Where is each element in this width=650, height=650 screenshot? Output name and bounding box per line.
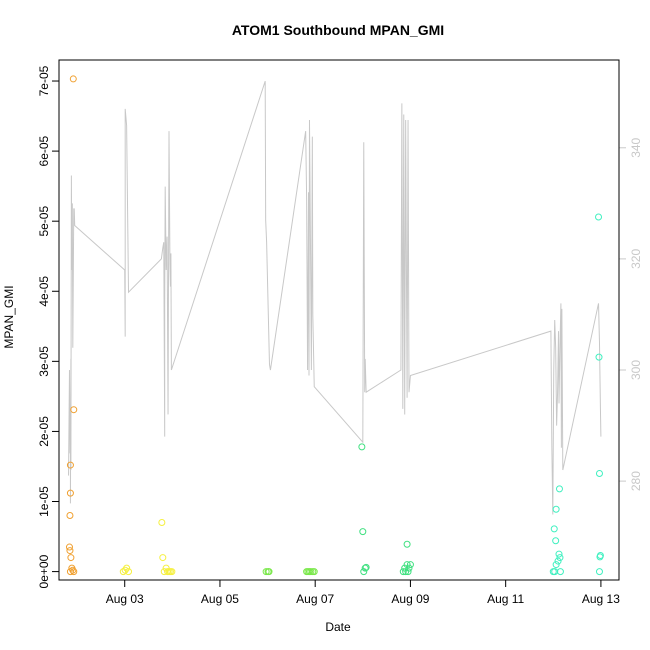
y-axis-label: MPAN_GMI (2, 285, 16, 348)
data-point (550, 525, 558, 533)
y-tick-label: 5e-05 (37, 206, 51, 237)
right-tick-label: 320 (629, 249, 643, 269)
data-point (69, 75, 77, 83)
data-point (168, 568, 176, 576)
data-point (554, 557, 562, 565)
data-point (555, 485, 563, 493)
data-point (595, 213, 603, 221)
data-point (595, 469, 603, 477)
x-tick-label: Aug 07 (296, 592, 334, 606)
data-point (265, 568, 273, 576)
data-point (596, 553, 604, 561)
data-point (125, 568, 133, 576)
data-point (362, 563, 370, 571)
y-tick-label: 7e-05 (37, 65, 51, 96)
data-point (310, 568, 318, 576)
x-tick-label: Aug 11 (487, 592, 524, 606)
y-tick-label: 4e-05 (37, 276, 51, 307)
data-point (70, 568, 78, 576)
x-tick-label: Aug 05 (201, 592, 239, 606)
data-point (262, 568, 270, 576)
scatter-series-group (65, 75, 604, 576)
data-point (404, 568, 412, 576)
right-tick-label: 340 (629, 137, 643, 157)
data-point (552, 537, 560, 545)
plot-frame (58, 59, 620, 581)
data-point (552, 561, 560, 569)
data-point (359, 528, 367, 536)
right-tick-label: 300 (629, 360, 643, 380)
data-point (595, 568, 603, 576)
data-point (358, 443, 366, 451)
x-tick-label: Aug 09 (391, 592, 429, 606)
data-point (123, 564, 131, 572)
data-point (159, 554, 167, 562)
data-point (552, 505, 560, 513)
y-tick-label: 1e-05 (37, 486, 51, 517)
y-tick-label: 0e+00 (37, 554, 51, 588)
right-tick-label: 280 (629, 471, 643, 491)
y-tick-label: 3e-05 (37, 346, 51, 377)
data-point (406, 561, 414, 569)
data-point (361, 564, 369, 572)
data-point (403, 561, 411, 569)
data-point (399, 568, 407, 576)
data-point (66, 489, 74, 497)
data-point (65, 543, 73, 551)
x-axis-label: Date (325, 620, 351, 634)
data-point (555, 550, 563, 558)
line-series-path (68, 80, 602, 515)
y-tick-label: 6e-05 (37, 135, 51, 166)
data-point (70, 406, 78, 414)
data-point (66, 547, 74, 555)
chart-title: ATOM1 Southbound MPAN_GMI (232, 22, 444, 38)
y-tick-label: 2e-05 (37, 416, 51, 447)
data-point (403, 540, 411, 548)
data-point (121, 566, 129, 574)
data-point (66, 512, 74, 520)
data-point (158, 519, 166, 527)
data-point (595, 353, 603, 361)
x-tick-label: Aug 03 (106, 592, 144, 606)
data-point (556, 554, 564, 562)
data-point (69, 566, 77, 574)
data-point (67, 554, 75, 562)
data-point (556, 568, 564, 576)
data-point (405, 564, 413, 572)
data-point (307, 568, 315, 576)
data-point (66, 461, 74, 469)
line-series-group (68, 80, 602, 515)
x-tick-label: Aug 13 (582, 592, 620, 606)
